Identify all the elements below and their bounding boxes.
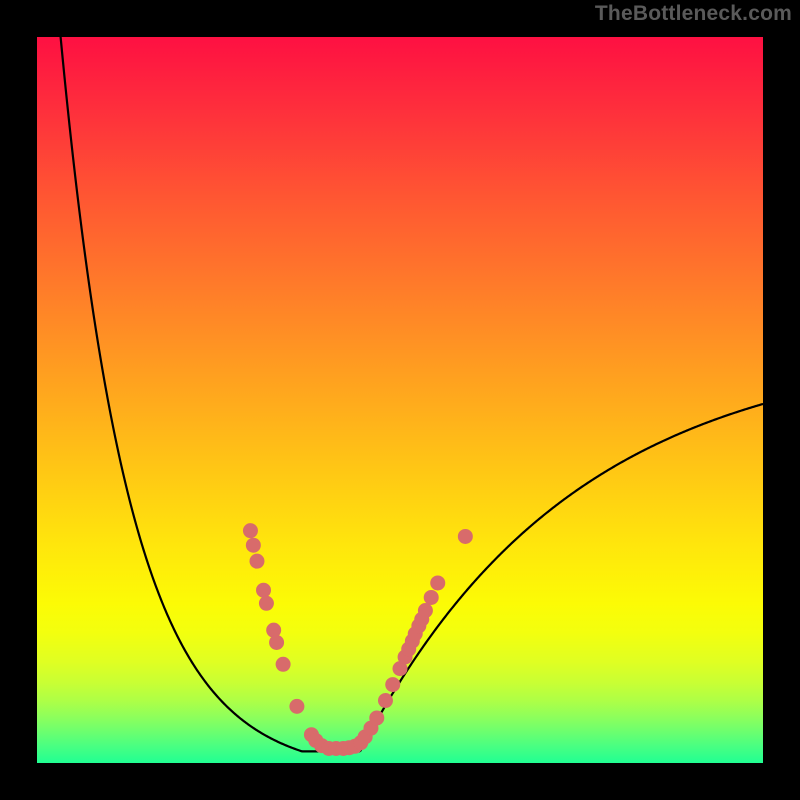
- data-marker: [418, 603, 433, 618]
- plot-area: [37, 37, 763, 763]
- data-marker: [256, 583, 271, 598]
- data-marker: [243, 523, 258, 538]
- data-marker: [246, 538, 261, 553]
- data-marker: [276, 657, 291, 672]
- chart-container: TheBottleneck.com: [0, 0, 800, 800]
- data-marker: [430, 575, 445, 590]
- data-marker: [378, 693, 393, 708]
- data-marker: [424, 590, 439, 605]
- data-marker: [259, 596, 274, 611]
- data-marker: [458, 529, 473, 544]
- data-marker: [249, 554, 264, 569]
- data-marker: [369, 710, 384, 725]
- plot-svg: [37, 37, 763, 763]
- watermark-text: TheBottleneck.com: [595, 2, 792, 26]
- data-marker: [289, 699, 304, 714]
- data-marker: [385, 677, 400, 692]
- data-marker: [269, 635, 284, 650]
